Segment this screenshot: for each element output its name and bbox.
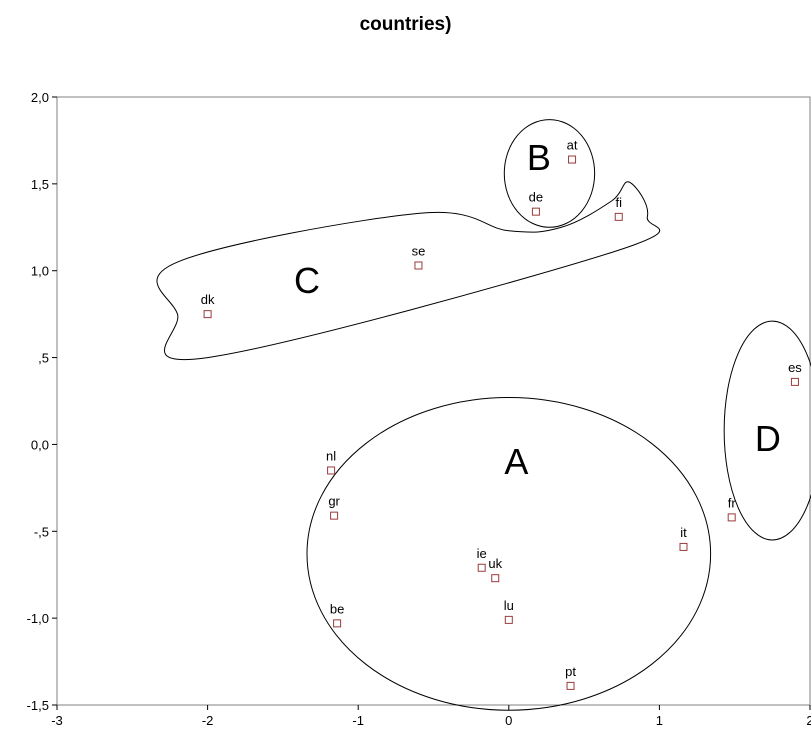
cluster-b-label: B <box>527 137 551 178</box>
y-tick-label: -1,5 <box>27 698 49 713</box>
x-tick-label: 1 <box>656 713 663 728</box>
point-marker <box>491 574 500 583</box>
point-label: lu <box>504 598 514 613</box>
point-label: fi <box>615 195 622 210</box>
cluster-a-label: A <box>504 441 528 482</box>
point-label: de <box>529 190 543 205</box>
x-tick-label: 0 <box>505 713 512 728</box>
point-marker <box>531 207 540 216</box>
point-marker <box>414 261 423 270</box>
axes: -3 -2 -1 0 1 2 -1,5 -1,0 -,5 0,0 ,5 1,0 1,5 2,0 <box>27 90 811 728</box>
point-marker <box>333 619 342 628</box>
cluster-d-label: D <box>755 418 781 459</box>
data-point-fr: fr <box>727 495 737 522</box>
point-marker <box>203 310 212 319</box>
cluster-c-outline <box>156 181 661 361</box>
y-tick-label: -,5 <box>34 524 49 539</box>
x-tick-label: -2 <box>202 713 214 728</box>
point-label: fr <box>728 495 737 510</box>
point-marker <box>504 615 513 624</box>
x-tick-label: -3 <box>51 713 63 728</box>
point-label: ie <box>477 546 487 561</box>
point-marker <box>568 155 577 164</box>
point-label: at <box>567 138 578 153</box>
data-point-se: se <box>412 244 426 270</box>
data-point-gr: gr <box>328 494 341 520</box>
data-point-ie: ie <box>477 546 487 572</box>
point-label: es <box>788 360 802 375</box>
data-point-es: es <box>788 360 802 386</box>
data-point-pt: pt <box>565 664 576 690</box>
data-point-be: be <box>330 601 344 628</box>
cluster-outlines: A B C D <box>156 119 811 711</box>
y-tick-label: 0,0 <box>31 437 49 452</box>
point-marker <box>614 212 623 221</box>
point-label: nl <box>326 448 336 463</box>
point-marker <box>477 563 486 572</box>
point-label: be <box>330 601 344 616</box>
point-marker <box>566 681 575 690</box>
y-tick-label: 1,5 <box>31 177 49 192</box>
data-point-de: de <box>529 190 543 216</box>
cluster-d-outline <box>723 320 811 541</box>
cluster-c-label: C <box>294 260 320 301</box>
data-point-at: at <box>567 138 578 164</box>
y-tick-label: 2,0 <box>31 90 49 105</box>
plot-border <box>56 96 811 706</box>
y-tick-label: ,5 <box>38 351 49 366</box>
point-marker <box>727 513 736 522</box>
point-label: gr <box>328 494 340 509</box>
point-label: it <box>680 525 687 540</box>
x-tick-label: 2 <box>806 713 811 728</box>
y-tick-label: 1,0 <box>31 264 49 279</box>
chart-title: countries) <box>359 14 452 35</box>
point-label: dk <box>201 292 215 307</box>
data-point-dk: dk <box>201 292 215 319</box>
data-point-it: it <box>679 525 688 551</box>
data-point-lu: lu <box>504 598 514 624</box>
point-marker <box>327 466 336 475</box>
cluster-b-outline <box>503 119 596 228</box>
data-point-nl: nl <box>326 448 336 475</box>
point-marker <box>679 542 688 551</box>
point-marker <box>790 377 799 386</box>
point-label: uk <box>488 556 502 571</box>
y-tick-label: -1,0 <box>27 611 49 626</box>
point-label: se <box>412 244 426 259</box>
point-marker <box>330 511 339 520</box>
plot-frame <box>56 96 811 706</box>
data-point-uk: uk <box>488 556 503 583</box>
point-label: pt <box>565 664 576 679</box>
data-point-fi: fi <box>614 195 623 221</box>
cluster-a-outline <box>306 397 712 711</box>
x-tick-label: -1 <box>352 713 364 728</box>
